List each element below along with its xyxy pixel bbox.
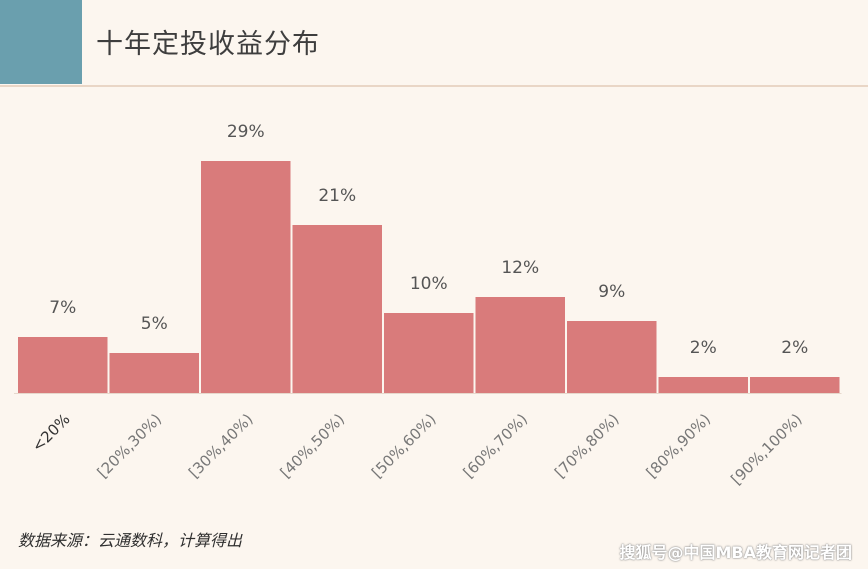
- category-label-2: [30%,40%): [185, 410, 257, 482]
- category-label-1: [20%,30%): [94, 410, 166, 482]
- bar-1: [109, 353, 199, 393]
- data-label-1: 5%: [141, 314, 168, 334]
- source-note: 数据来源：云通数科，计算得出: [18, 531, 243, 550]
- data-label-7: 2%: [690, 338, 717, 358]
- bar-6: [567, 321, 657, 393]
- category-label-3: [40%,50%): [277, 410, 349, 482]
- bar-5: [475, 297, 565, 393]
- data-label-8: 2%: [781, 338, 808, 358]
- title-accent-block: [0, 0, 82, 84]
- data-label-4: 10%: [410, 274, 448, 294]
- bar-2: [201, 161, 291, 393]
- data-label-6: 9%: [598, 282, 625, 302]
- header-divider: [0, 85, 868, 87]
- data-label-3: 21%: [318, 186, 356, 206]
- bar-0: [18, 337, 108, 393]
- data-label-0: 7%: [49, 298, 76, 318]
- category-label-7: [80%,90%): [643, 410, 715, 482]
- category-label-6: [70%,80%): [551, 410, 623, 482]
- data-label-2: 29%: [227, 122, 265, 142]
- category-label-5: [60%,70%): [460, 410, 532, 482]
- category-label-8: [90%,100%): [727, 410, 805, 488]
- chart-title: 十年定投收益分布: [96, 29, 320, 60]
- data-label-5: 12%: [501, 258, 539, 278]
- category-label-0: <20%: [28, 410, 73, 455]
- bar-7: [658, 377, 748, 393]
- bar-3: [292, 225, 382, 393]
- watermark: 搜狐号@中国MBA教育网记者团: [619, 543, 852, 562]
- bar-8: [750, 377, 840, 393]
- category-label-4: [50%,60%): [368, 410, 440, 482]
- bar-4: [384, 313, 474, 393]
